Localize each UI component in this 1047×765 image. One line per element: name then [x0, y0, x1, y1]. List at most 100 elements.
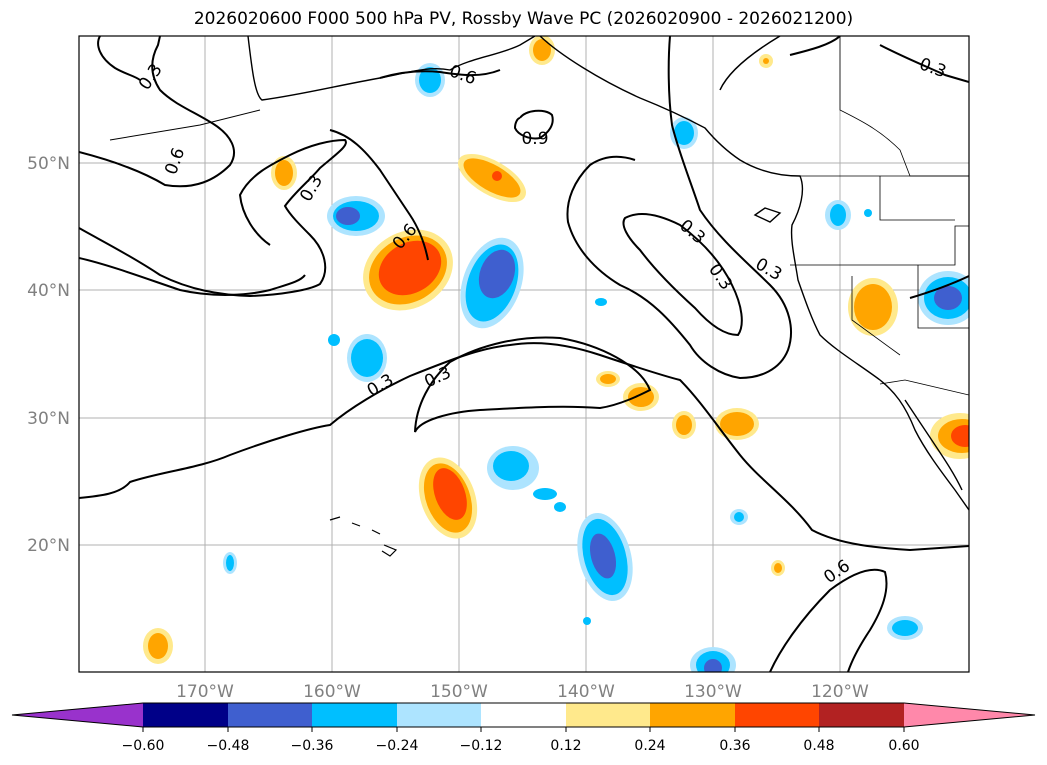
pv-contour-0-3 — [566, 36, 792, 380]
anomaly-positive — [600, 374, 616, 384]
coastline-baja — [904, 399, 963, 491]
pv-contour-0-3 — [769, 568, 888, 672]
colorbar-tick-label: −0.48 — [207, 738, 250, 754]
anomaly-negative — [595, 298, 607, 306]
colorbar-segment — [735, 703, 819, 727]
contour-label: 0.3 — [135, 60, 167, 94]
anomaly-negative — [830, 204, 846, 226]
colorbar-extend-low — [12, 703, 143, 727]
border-idaho — [879, 176, 955, 221]
coastlines — [109, 36, 969, 557]
colorbar-segment — [819, 703, 904, 727]
colorbar-tick-label: −0.24 — [376, 738, 419, 754]
pv-contour-0-6 — [379, 69, 501, 79]
lon-label-170w: 170°W — [176, 682, 234, 702]
coastline-lake — [753, 207, 782, 223]
anomaly-positive — [676, 415, 692, 435]
anomaly-positive — [774, 563, 782, 573]
anomaly-negative — [419, 67, 441, 93]
lat-label-20n: 20°N — [27, 536, 70, 556]
anomaly-negative — [734, 512, 744, 522]
anomaly-positive — [271, 156, 297, 190]
colorbar: −0.60 −0.48 −0.36 −0.24 −0.12 0.12 0.24 … — [11, 702, 1036, 754]
colorbar-segment — [481, 703, 566, 727]
coastline-north-america — [539, 36, 969, 511]
lon-label-140w: 140°W — [557, 682, 615, 702]
colorbar-tick-label: 0.60 — [888, 738, 919, 754]
pv-contour-0-6 — [79, 257, 306, 296]
lon-label-120w: 120°W — [811, 682, 869, 702]
anomaly-negative — [554, 502, 566, 512]
colorbar-segment — [397, 703, 481, 727]
pv-contour-0-3 — [909, 275, 969, 299]
political-borders — [790, 36, 969, 396]
map-frame — [78, 35, 970, 673]
anomaly-positive — [363, 229, 453, 311]
contour-label: 0.3 — [917, 54, 949, 82]
pv-contour-0-6 — [622, 213, 743, 337]
lon-label-130w: 130°W — [684, 682, 742, 702]
anomaly-negative — [460, 237, 524, 329]
longitude-labels: 170°W 160°W 150°W 140°W 130°W 120°W — [176, 682, 869, 702]
anomaly-negative — [226, 555, 234, 571]
anomaly-negative — [487, 446, 539, 490]
pv-contour-0-3 — [719, 36, 781, 91]
colorbar-tick-label: 0.36 — [719, 738, 750, 754]
pv-contour-0-3 — [97, 36, 141, 81]
contour-label: 0.3 — [704, 260, 736, 294]
colorbar-segment — [650, 703, 735, 727]
pv-contour-0-3 — [414, 336, 652, 433]
pv-contour-0-3 — [79, 36, 235, 188]
anomaly-negative — [583, 617, 591, 625]
pv-contour-0-3 — [879, 44, 969, 83]
colorbar-segment — [143, 703, 228, 727]
colorbar-tick-label: −0.12 — [460, 738, 503, 754]
contour-labels: 0.3 0.6 0.3 0.3 0.6 0.3 0.6 0.9 0.3 0.3 … — [135, 54, 949, 588]
pv-contour-0-3 — [79, 342, 969, 552]
anomaly-positive — [763, 58, 769, 64]
colorbar-extend-high — [904, 703, 1035, 727]
anomaly-positive — [854, 284, 892, 330]
anomaly-negative — [533, 488, 557, 500]
contour-label: 0.3 — [752, 254, 785, 285]
anomaly-positive — [533, 39, 551, 61]
contour-label: 0.9 — [521, 129, 548, 149]
pv-contour-0-3 — [513, 109, 554, 140]
contour-label: 0.6 — [820, 556, 854, 588]
lat-label-50n: 50°N — [27, 154, 70, 174]
anomaly-positive — [951, 425, 969, 447]
anomaly-positive — [148, 633, 168, 659]
border-nevada — [851, 276, 901, 356]
anomaly-negative — [327, 196, 385, 236]
anomaly-negative — [934, 286, 962, 310]
colorbar-segment — [312, 703, 397, 727]
contour-label: 0.6 — [161, 145, 189, 177]
coastline-alaska — [247, 36, 536, 101]
contour-label: 0.6 — [447, 61, 479, 89]
colorbar-segment — [228, 703, 312, 727]
anomaly-positive — [418, 457, 478, 539]
colorbar-tick-label: −0.36 — [291, 738, 334, 754]
pv-contour-0-3 — [789, 36, 841, 56]
pv-contour-0-3 — [79, 138, 347, 298]
anomaly-negative — [892, 620, 918, 636]
border-utah — [917, 265, 969, 329]
contour-label: 0.3 — [675, 216, 709, 249]
anomaly-negative — [577, 513, 633, 601]
colorbar-tick-label: −0.60 — [122, 738, 165, 754]
latitude-labels: 50°N 40°N 30°N 20°N — [27, 154, 70, 556]
anomaly-positive — [720, 412, 754, 436]
anomaly-negative — [347, 334, 387, 382]
lat-label-40n: 40°N — [27, 281, 70, 301]
lon-label-160w: 160°W — [303, 682, 361, 702]
lon-label-150w: 150°W — [430, 682, 488, 702]
anomaly-positive — [458, 153, 526, 203]
anomaly-negative — [864, 209, 872, 217]
lat-label-30n: 30°N — [27, 409, 70, 429]
coastline-hawaii — [329, 516, 398, 557]
anomaly-negative — [328, 334, 340, 346]
border-mexico — [879, 379, 969, 396]
colorbar-tick-label: 0.24 — [634, 738, 665, 754]
coastline-aleutians — [109, 109, 261, 141]
